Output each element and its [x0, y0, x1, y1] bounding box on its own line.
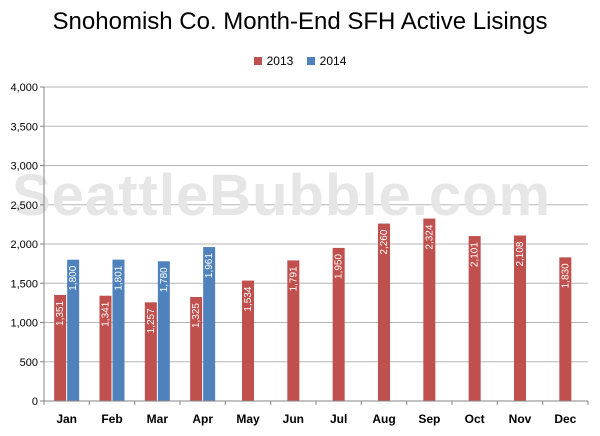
- bar-label-2013-dec: 1,830: [560, 263, 571, 288]
- bar-2014-feb: [112, 259, 125, 401]
- bar-label-2013-feb: 1,341: [101, 301, 112, 326]
- legend: 2013 2014: [0, 54, 600, 68]
- bar-label-2013-may: 1,534: [243, 286, 254, 311]
- y-tick-label: 4,000: [10, 82, 38, 94]
- bar-label-2013-aug: 2,260: [379, 229, 390, 254]
- x-category-label: Dec: [554, 412, 576, 426]
- legend-label-2014: 2014: [319, 54, 347, 68]
- y-tick-label: 0: [32, 396, 38, 408]
- x-category-label: Sep: [418, 412, 440, 426]
- bar-label-2013-apr: 1,325: [191, 303, 202, 328]
- bar-2013-dec: [559, 257, 572, 401]
- bar-label-2014-feb: 1,801: [114, 265, 125, 290]
- axes: [40, 86, 589, 405]
- x-category-label: Jun: [283, 412, 304, 426]
- x-category-label: Jul: [330, 412, 347, 426]
- watermark: SeattleBubble.com: [12, 163, 551, 228]
- x-category-label: Oct: [465, 412, 485, 426]
- bar-2013-sep: [423, 218, 436, 401]
- x-category-label: May: [236, 412, 260, 426]
- bar-label-2013-jan: 1,351: [55, 301, 66, 326]
- y-tick-label: 1,500: [10, 278, 38, 290]
- x-category-label: Nov: [509, 412, 532, 426]
- bar-label-2013-nov: 2,108: [515, 241, 526, 266]
- bar-label-2013-jul: 1,950: [334, 253, 345, 278]
- bar-2013-mar: [144, 302, 157, 401]
- chart-title: Snohomish Co. Month-End SFH Active Lisin…: [52, 8, 548, 35]
- gridlines: [44, 86, 588, 363]
- bar-label-2013-oct: 2,101: [470, 242, 481, 267]
- bar-2013-jul: [332, 247, 345, 401]
- bar-label-2013-sep: 2,324: [424, 224, 435, 249]
- bar-2013-nov: [514, 235, 526, 401]
- y-tick-label: 1,000: [10, 318, 38, 330]
- bar-2014-mar: [157, 261, 170, 401]
- bar-label-2013-mar: 1,257: [146, 308, 157, 333]
- bar-2013-oct: [468, 236, 481, 401]
- bars: [54, 218, 572, 401]
- y-tick-label: 3,500: [10, 121, 38, 133]
- x-category-label: Aug: [372, 412, 395, 426]
- bar-2014-apr: [203, 247, 216, 401]
- bar-label-2014-jan: 1,800: [68, 265, 79, 290]
- bar-2014-jan: [67, 259, 80, 401]
- x-category-labels: Jan Feb Mar Apr May Jun Jul Aug Sep Oct Nov Dec: [56, 412, 576, 426]
- legend-swatch-2013: [253, 57, 262, 65]
- legend-label-2013: 2013: [266, 54, 294, 68]
- legend-swatch-2014: [306, 57, 315, 65]
- y-tick-label: 2,000: [10, 239, 38, 251]
- bar-label-2013-jun: 1,791: [288, 266, 299, 291]
- bar-2013-jun: [287, 260, 300, 401]
- bar-2013-feb: [99, 295, 112, 401]
- y-tick-label: 500: [20, 357, 38, 369]
- bar-2013-aug: [378, 223, 390, 401]
- y-tick-label: 2,500: [10, 200, 38, 212]
- bar-2013-may: [242, 280, 254, 401]
- legend-item-2014: 2014: [306, 54, 347, 68]
- y-tick-labels: 0 500 1,000 1,500 2,000 2,500 3,000 3,500 4,000: [10, 82, 38, 408]
- x-category-label: Mar: [147, 412, 169, 426]
- bar-2013-jan: [54, 294, 67, 401]
- x-category-label: Feb: [101, 412, 122, 426]
- bar-label-2014-apr: 1,961: [204, 253, 215, 278]
- x-category-label: Jan: [56, 412, 77, 426]
- x-category-label: Apr: [192, 412, 213, 426]
- bar-2013-apr: [190, 296, 203, 401]
- bar-label-2014-mar: 1,780: [159, 267, 170, 292]
- legend-item-2013: 2013: [253, 54, 294, 68]
- y-tick-label: 3,000: [10, 161, 38, 173]
